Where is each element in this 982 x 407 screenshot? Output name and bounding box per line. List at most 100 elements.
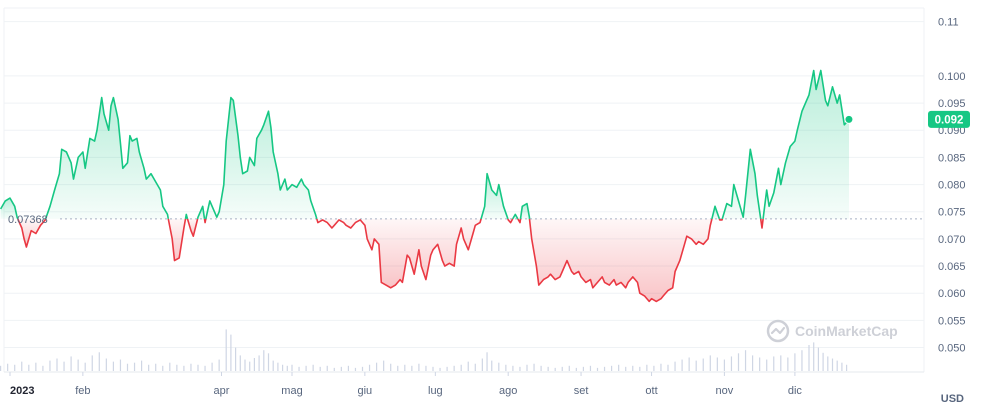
volume-bar: [846, 364, 848, 371]
volume-bar: [244, 359, 246, 371]
area-fill-up: [0, 198, 18, 219]
volume-bar: [547, 366, 549, 371]
volume-bar: [716, 357, 718, 371]
volume-bar: [446, 366, 448, 371]
y-tick-label: 0.11: [938, 17, 959, 29]
volume-bar: [272, 360, 274, 371]
volume-bar: [286, 365, 288, 371]
volume-bar: [773, 356, 775, 371]
volume-bar: [618, 364, 620, 371]
x-tick-label: nov: [716, 385, 734, 397]
volume-bar: [77, 359, 79, 371]
volume-bar: [827, 356, 829, 371]
x-axis: 2023 feb apr mag giu lug ago set ott nov dic: [9, 372, 803, 397]
volume-bar: [831, 358, 834, 371]
reference-value-label: 0.07368: [8, 214, 48, 226]
price-line-up: [711, 205, 721, 220]
volume-bar: [133, 362, 136, 371]
volume-bar: [326, 365, 328, 371]
volume-bar: [596, 367, 599, 371]
volume-bar: [554, 367, 556, 371]
volume-bar: [383, 360, 385, 371]
x-tick-label: dic: [788, 385, 803, 397]
volume-bar: [235, 347, 237, 371]
volume-bar: [667, 364, 669, 371]
volume-bar: [639, 366, 641, 371]
volume-bar: [813, 342, 815, 371]
volume-bar: [481, 358, 483, 371]
volume-bar: [225, 329, 227, 371]
volume-bar: [411, 365, 413, 371]
volume-bar: [794, 353, 796, 371]
price-line-down: [186, 218, 199, 237]
volume-bar: [561, 366, 563, 371]
x-tick-label: ago: [499, 385, 517, 397]
volume-bar: [263, 350, 265, 371]
volume-bar: [582, 366, 584, 371]
volume-bar: [467, 361, 469, 371]
y-axis: 0.050 0.055 0.060 0.065 0.070 0.075 0.080 0.085…: [938, 17, 966, 355]
volume-bar: [42, 365, 44, 371]
price-line-up: [205, 96, 318, 220]
volume-bar: [730, 356, 733, 371]
price-line-down: [528, 218, 713, 303]
volume-bar: [21, 361, 23, 371]
volume-bar: [486, 352, 488, 371]
volume-bar: [176, 364, 178, 371]
volume-bar: [112, 361, 114, 371]
volume-bar: [540, 365, 542, 371]
volume-bar: [98, 352, 100, 371]
volume-bar: [688, 357, 690, 371]
volume-bar: [230, 334, 232, 371]
volume-bar: [512, 365, 514, 371]
volume-bar: [474, 363, 476, 371]
volume-bar: [766, 359, 768, 371]
volume-bar: [56, 358, 58, 371]
volume-bar: [347, 365, 349, 371]
volume-bar: [404, 364, 406, 371]
x-tick-label: ott: [645, 385, 657, 397]
price-line-up: [721, 148, 762, 220]
volume-bar: [625, 366, 627, 371]
volume-bar: [239, 355, 241, 371]
volume-bar: [340, 366, 342, 371]
volume-bar: [361, 366, 364, 371]
volume-bar: [533, 363, 535, 371]
x-tick-label: feb: [75, 385, 90, 397]
volume-bar: [249, 361, 251, 371]
volume-bar: [291, 364, 293, 371]
volume-bar: [737, 353, 740, 371]
volume-bar: [632, 365, 634, 371]
volume-bar: [197, 364, 199, 371]
volume-bar: [312, 364, 314, 371]
y-tick-label: 0.085: [938, 152, 966, 164]
x-tick-label: 2023: [10, 385, 34, 397]
volume-bar: [603, 366, 606, 371]
x-tick-label: lug: [428, 385, 443, 397]
volume-bar: [155, 363, 157, 371]
volume-bar: [298, 366, 300, 371]
x-tick-label: set: [574, 385, 589, 397]
y-tick-label: 0.090: [938, 125, 966, 137]
volume-bar: [368, 364, 371, 371]
volume-bar: [787, 357, 789, 371]
volume-bar: [674, 361, 676, 371]
volume-bar: [439, 367, 441, 371]
volume-bar: [808, 345, 810, 371]
price-line-up: [519, 202, 531, 220]
y-tick-label: 0.070: [938, 234, 966, 246]
volume-bar: [836, 360, 838, 371]
volume-bar: [653, 365, 655, 371]
price-line-down: [203, 218, 207, 224]
volume-bar: [425, 365, 427, 371]
volume-bar: [253, 358, 255, 371]
volume-bar: [49, 360, 51, 371]
price-line-down: [17, 218, 47, 248]
volume-bar: [277, 362, 279, 371]
price-line-up: [44, 96, 170, 220]
area-fill-up: [763, 70, 849, 219]
price-line: [0, 69, 850, 303]
watermark-text: CoinMarketCap: [795, 323, 898, 339]
